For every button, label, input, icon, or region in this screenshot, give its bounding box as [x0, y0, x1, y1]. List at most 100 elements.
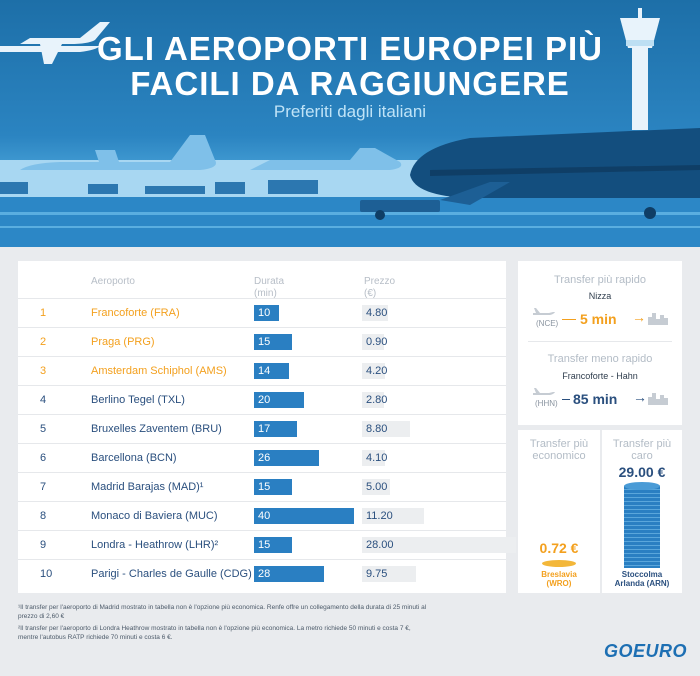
priciest-city-line1: Stoccolma [621, 570, 663, 579]
fastest-time: 5 min [580, 311, 617, 327]
row-rank: 2 [40, 336, 47, 348]
row-airport: Praga (PRG) [91, 336, 155, 348]
airport-illustration [0, 8, 700, 247]
col-header-duration: Durata (min) [254, 276, 284, 300]
row-rank: 3 [40, 365, 47, 377]
arrow-right-icon: → [633, 389, 647, 405]
cheapest-title-line1: Transfer più [529, 438, 589, 450]
plane-icon-large [360, 128, 700, 220]
price-bar [362, 421, 411, 437]
duration-bar [254, 305, 279, 321]
price-value: 9.75 [366, 568, 388, 580]
row-airport: Madrid Barajas (MAD)¹ [91, 481, 204, 493]
price-bar [362, 334, 384, 350]
row-rank: 1 [40, 307, 47, 319]
duration-value: 15 [258, 336, 271, 348]
duration-bar [254, 508, 354, 524]
slowest-time: 85 min [573, 391, 618, 407]
table-row: 6 Barcellona (BCN) 26 4.10 [18, 443, 506, 472]
row-airport: Amsterdam Schiphol (AMS) [91, 365, 227, 377]
row-airport: Bruxelles Zaventem (BRU) [91, 423, 222, 435]
slowest-city: Francoforte - Hahn [562, 371, 638, 381]
fastest-line-left [562, 319, 576, 320]
row-airport: Francoforte (FRA) [91, 307, 180, 319]
footnote-2-line1: ²Il transfer per l'aeroporto di Londra H… [18, 625, 411, 632]
duration-bar [254, 537, 292, 553]
plane-icon-background [20, 135, 402, 170]
table-row: 2 Praga (PRG) 15 0.90 [18, 327, 506, 356]
coin-stack-icon [542, 560, 576, 567]
slowest-code: (HHN) [535, 399, 558, 408]
row-airport: Londra - Heathrow (LHR)² [91, 539, 219, 551]
priciest-title: Transfer più caro [602, 438, 682, 462]
table-row: 9 Londra - Heathrow (LHR)² 15 28.00 [18, 530, 516, 559]
ground-vehicles-icon [0, 180, 318, 194]
priciest-panel: Transfer più caro 29.00 € Stoccolma Arla… [602, 430, 682, 593]
col-header-price: Prezzo (€) [364, 276, 395, 300]
col-header-price-line1: Prezzo [364, 276, 396, 287]
price-value: 11.20 [366, 510, 393, 522]
table-row: 10 Parigi - Charles de Gaulle (CDG) 28 9… [18, 559, 506, 588]
duration-bar [254, 450, 319, 466]
footnote-1-line2: prezzo di 2,60 € [18, 613, 65, 620]
page-title-line1: GLI AEROPORTI EUROPEI PIÙ [97, 30, 603, 67]
duration-bar [254, 334, 292, 350]
price-bar [362, 566, 416, 582]
price-bar [362, 363, 386, 379]
price-value: 0.90 [366, 336, 388, 348]
airport-table: Aeroporto Durata (min) Prezzo (€) 1 Fran… [18, 261, 516, 593]
page-subtitle: Preferiti dagli italiani [273, 102, 427, 121]
footnote-1-line1: ¹Il transfer per l'aeroporto di Madrid m… [18, 604, 427, 611]
row-airport: Parigi - Charles de Gaulle (CDG) [91, 568, 252, 580]
duration-value: 28 [258, 568, 271, 580]
plane-icon-small [0, 22, 110, 64]
fastest-code: (NCE) [536, 319, 559, 328]
cheapest-city-line2: (WRO) [546, 579, 572, 588]
priciest-title-line1: Transfer più [612, 438, 672, 450]
col-header-duration-line1: Durata [254, 276, 285, 287]
table-row: 8 Monaco di Baviera (MUC) 40 11.20 [18, 501, 506, 530]
col-header-duration-line2: (min) [254, 288, 277, 299]
col-header-price-line2: (€) [364, 288, 377, 299]
fastest-city: Nizza [588, 291, 612, 301]
price-value: 28.00 [366, 539, 394, 551]
duration-bar [254, 392, 304, 408]
price-bar [362, 392, 384, 408]
priciest-city-line2: Arlanda (ARN) [614, 579, 670, 588]
priciest-title-line2: caro [631, 450, 653, 462]
cheapest-title: Transfer più economico [518, 438, 600, 462]
duration-bar [254, 421, 297, 437]
cheapest-city: Breslavia (WRO) [518, 570, 600, 588]
col-header-airport: Aeroporto [91, 276, 135, 287]
row-airport: Barcellona (BCN) [91, 452, 177, 464]
duration-value: 15 [258, 481, 271, 493]
cheapest-city-line1: Breslavia [541, 570, 577, 579]
fastest-title: Transfer più rapido [554, 274, 646, 286]
slowest-title: Transfer meno rapido [547, 353, 653, 365]
cheapest-panel: Transfer più economico 0.72 € Breslavia … [518, 430, 600, 593]
goeuro-logo: GOEURO [604, 641, 688, 661]
row-airport: Monaco di Baviera (MUC) [91, 510, 218, 522]
price-value: 5.00 [366, 481, 388, 493]
city-icon [648, 313, 668, 325]
control-tower-icon [620, 8, 660, 130]
city-icon [648, 393, 668, 405]
footnote-2-line2: mentre l'autobus RATP richiede 70 minuti… [18, 634, 173, 641]
price-bar [362, 537, 516, 553]
cheapest-price: 0.72 € [539, 540, 579, 556]
price-value: 8.80 [366, 423, 388, 435]
divider [528, 341, 672, 342]
duration-value: 26 [258, 452, 271, 464]
duration-value: 40 [258, 510, 271, 522]
duration-bar [254, 479, 292, 495]
row-airport: Berlino Tegel (TXL) [91, 394, 185, 406]
row-rank: 6 [40, 452, 47, 464]
coin-stack-icon [624, 482, 660, 568]
price-value: 4.10 [366, 452, 388, 464]
row-rank: 9 [40, 539, 47, 551]
price-value: 4.20 [366, 365, 388, 377]
table-row: 7 Madrid Barajas (MAD)¹ 15 5.00 [18, 472, 506, 501]
duration-bar [254, 363, 289, 379]
priciest-price: 29.00 € [618, 464, 666, 480]
row-rank: 5 [40, 423, 47, 435]
